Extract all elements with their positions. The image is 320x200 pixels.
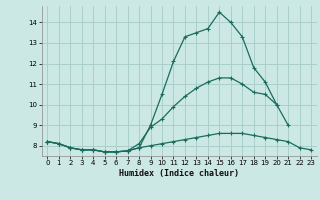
- X-axis label: Humidex (Indice chaleur): Humidex (Indice chaleur): [119, 169, 239, 178]
